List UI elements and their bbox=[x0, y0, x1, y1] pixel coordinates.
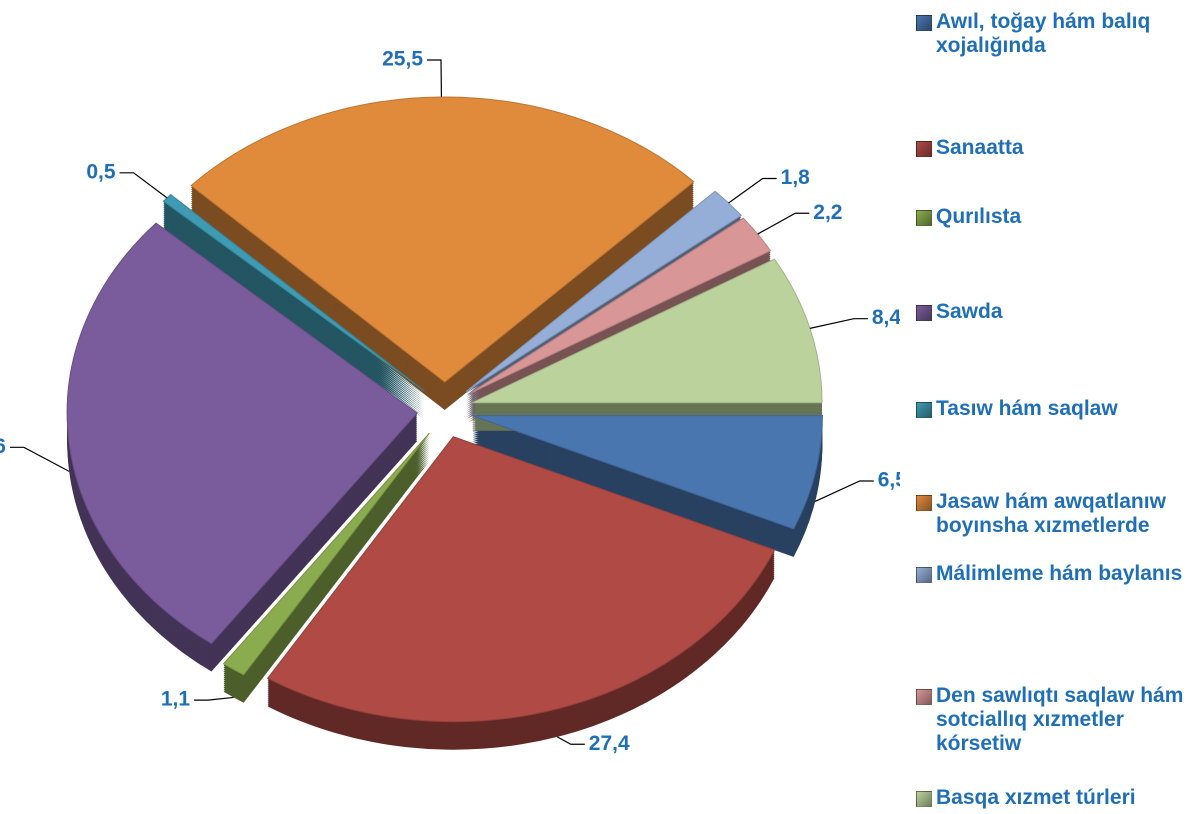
legend-entry: Awıl, toğay hám balıq xojalığında bbox=[916, 10, 1201, 58]
data-label: 27,4 bbox=[589, 732, 630, 755]
legend-swatch bbox=[916, 141, 932, 157]
leader-line bbox=[9, 446, 70, 472]
slice bbox=[467, 217, 772, 395]
legend-entry: Tasıw hám saqlaw bbox=[916, 397, 1201, 421]
legend-swatch bbox=[916, 689, 932, 705]
slice bbox=[222, 432, 430, 676]
data-label: 1,8 bbox=[781, 166, 811, 189]
data-label: 6,5 bbox=[878, 469, 900, 492]
legend-swatch bbox=[916, 402, 932, 418]
slice bbox=[162, 193, 425, 392]
legend-entry: Den sawlıqtı saqlaw hám sotciallıq xızme… bbox=[916, 684, 1201, 756]
leader-line bbox=[194, 696, 234, 701]
leader-line bbox=[728, 177, 777, 204]
legend-label: Málimleme hám baylanıs bbox=[936, 562, 1183, 585]
legend-swatch bbox=[916, 210, 932, 226]
legend-entry: Sanaatta bbox=[916, 136, 1201, 160]
chart: 6,5 27,4 1,1 26,6 0,5 25,5 1,82,2 8,4 bbox=[0, 48, 907, 755]
legend-entry: Qurılısta bbox=[916, 205, 1201, 229]
legend-entry: Jasaw hám awqatlanıw boyınsha xızmetlerd… bbox=[916, 490, 1201, 538]
legend-label: Sanaatta bbox=[936, 136, 1024, 159]
data-label: 1,1 bbox=[161, 688, 191, 711]
leader-line bbox=[814, 480, 874, 503]
leader-line bbox=[556, 736, 585, 745]
legend-label: Tasıw hám saqlaw bbox=[936, 397, 1118, 420]
legend-entry: Sawda bbox=[916, 300, 1201, 324]
legend-entry: Basqa xızmet túrleri bbox=[916, 786, 1201, 810]
data-label: 8,4 bbox=[872, 306, 900, 329]
leader-line bbox=[427, 59, 443, 98]
data-label: 2,2 bbox=[813, 201, 842, 224]
legend-swatch bbox=[916, 567, 932, 583]
legend-label: Sawda bbox=[936, 300, 1003, 323]
legend-label: Awıl, toğay hám balıq xojalığında bbox=[936, 10, 1151, 57]
legend-swatch bbox=[916, 791, 932, 807]
legend-label: Jasaw hám awqatlanıw boyınsha xızmetlerd… bbox=[936, 490, 1166, 537]
legend-swatch bbox=[916, 305, 932, 321]
data-label: 25,5 bbox=[382, 48, 423, 71]
legend-swatch bbox=[916, 15, 932, 31]
legend-label: Den sawlıqtı saqlaw hám sotciallıq xızme… bbox=[936, 684, 1184, 755]
leader-line bbox=[757, 212, 810, 235]
legend-label: Qurılısta bbox=[936, 205, 1022, 228]
leader-line bbox=[119, 172, 168, 199]
data-label: 0,5 bbox=[86, 160, 116, 183]
legend-label: Basqa xızmet túrleri bbox=[936, 786, 1136, 809]
leader-line bbox=[809, 318, 868, 329]
slice bbox=[66, 222, 418, 645]
data-label: 26,6 bbox=[0, 435, 6, 458]
slice bbox=[266, 436, 776, 723]
legend-swatch bbox=[916, 495, 932, 511]
slice bbox=[190, 96, 695, 383]
slice bbox=[472, 415, 823, 530]
legend-entry: Málimleme hám baylanıs bbox=[916, 562, 1201, 586]
